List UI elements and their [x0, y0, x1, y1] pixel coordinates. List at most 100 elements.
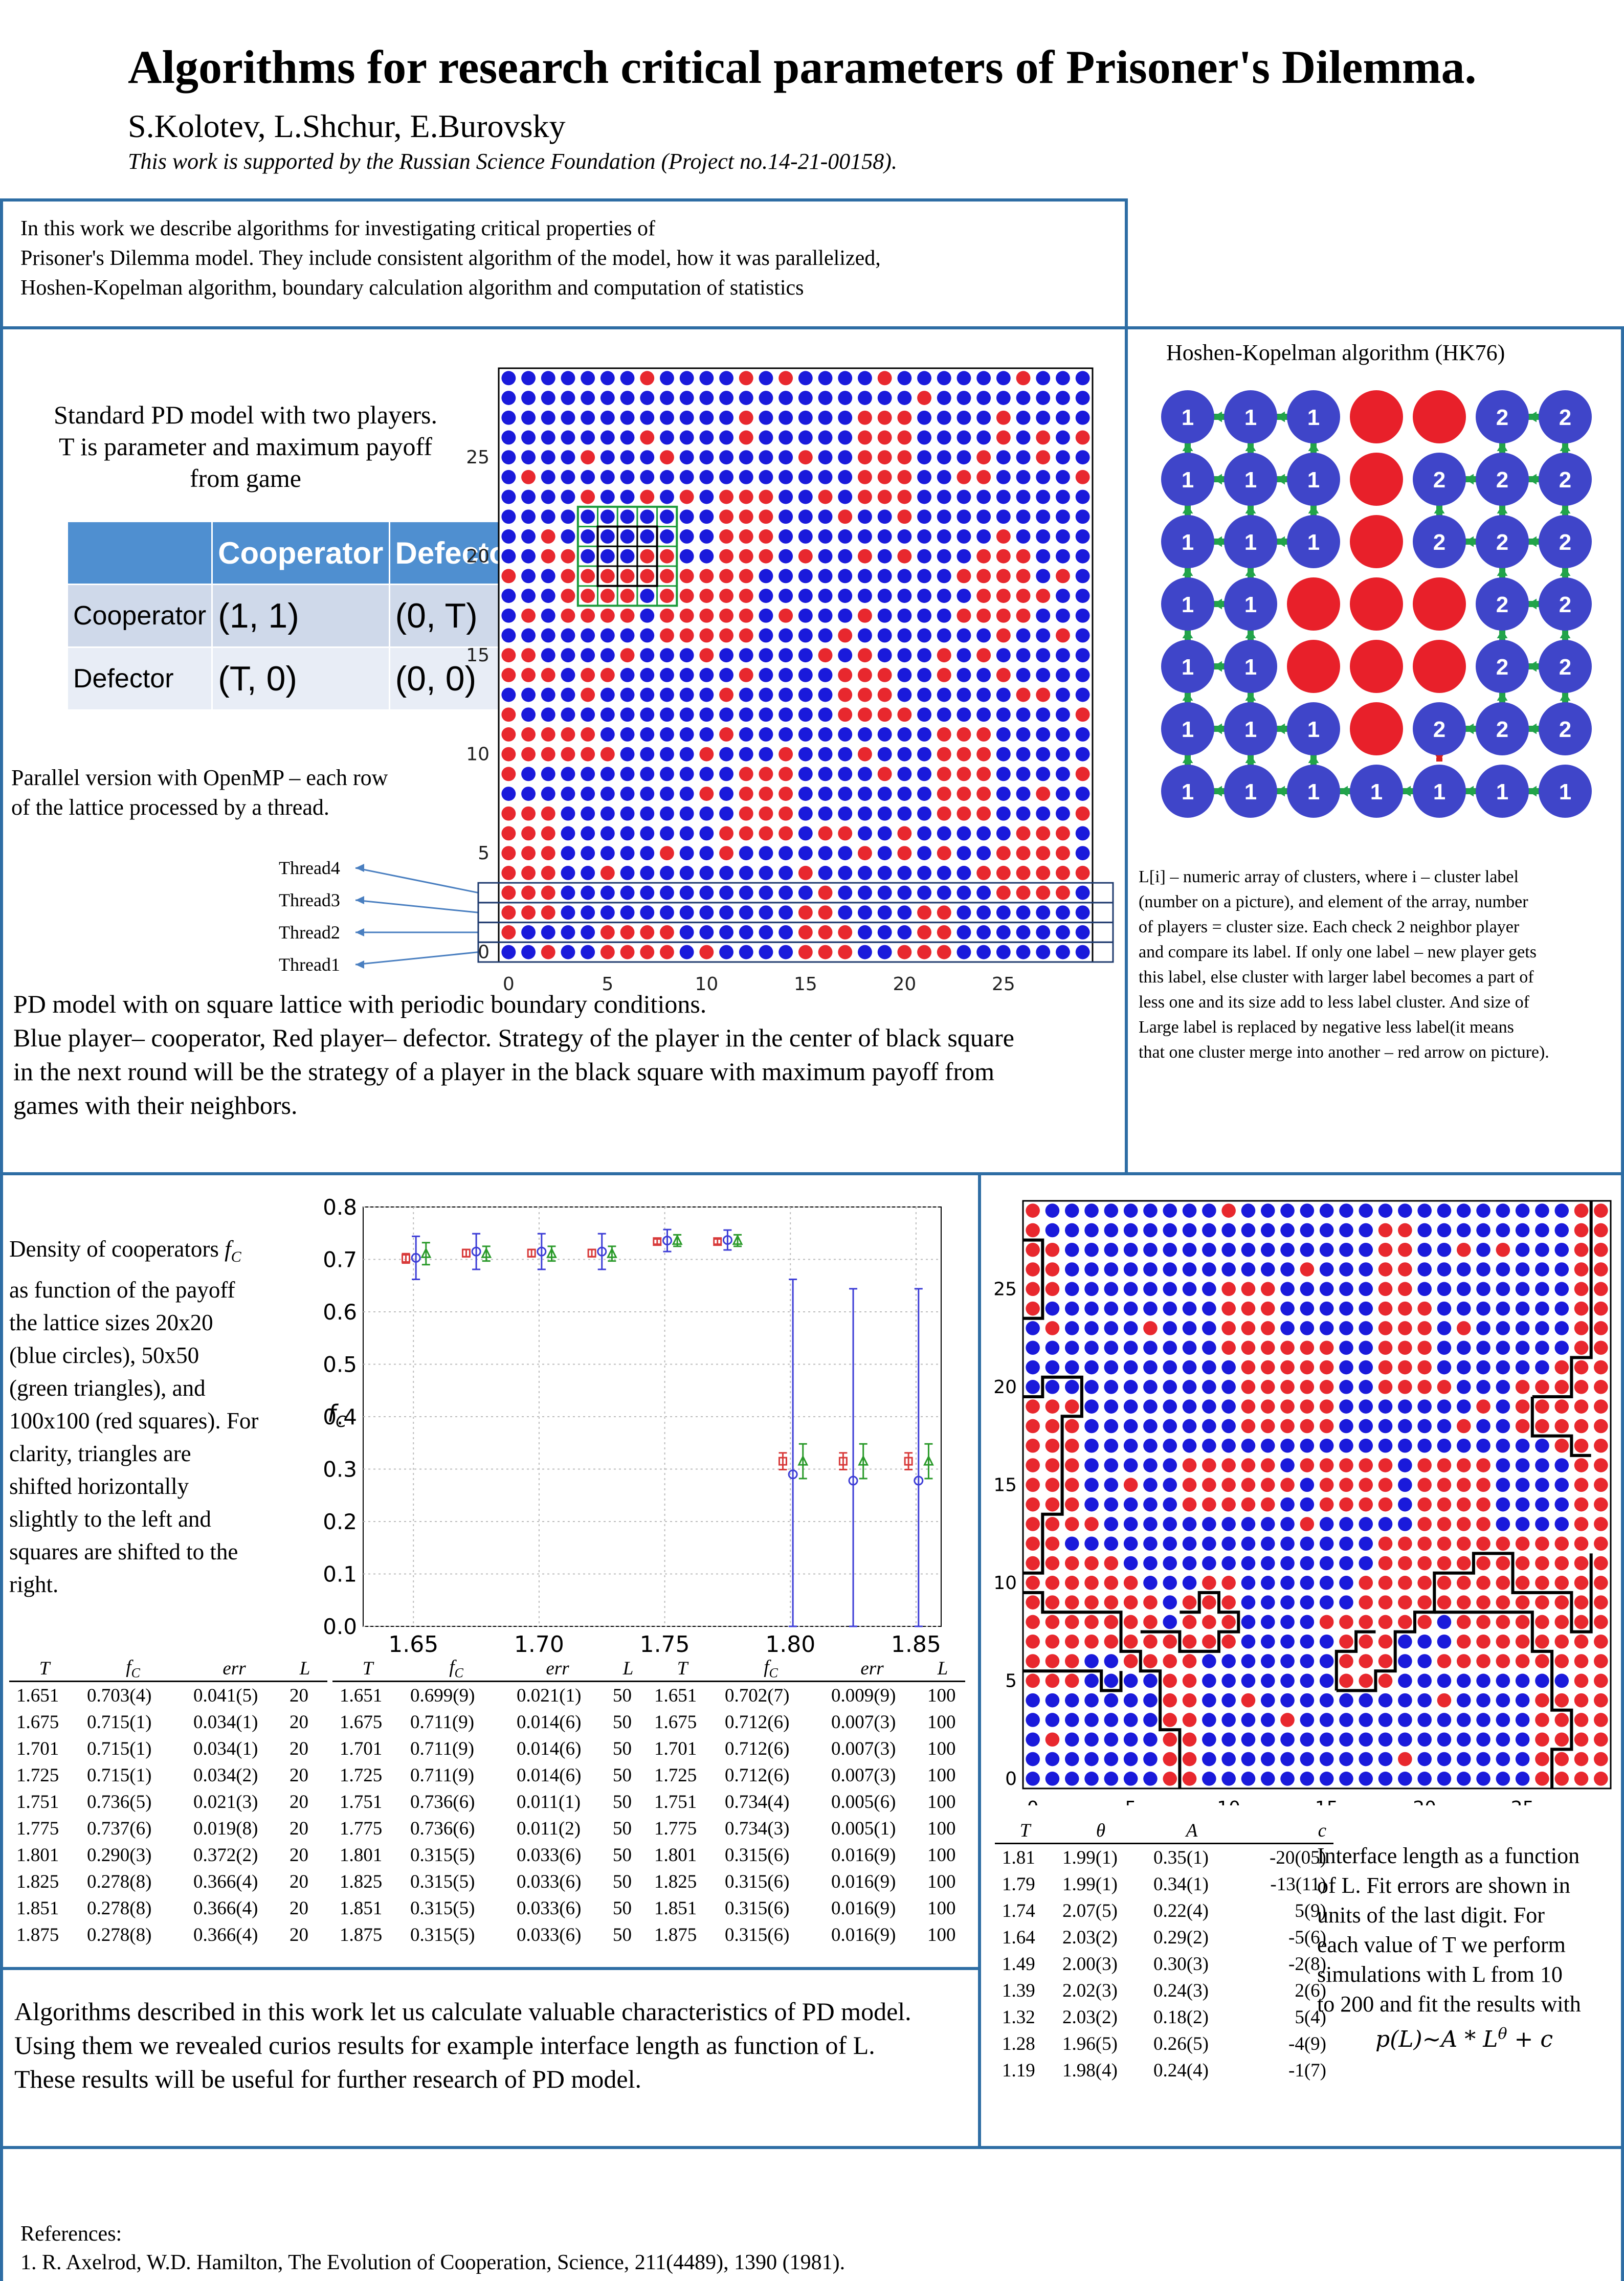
- lattice-player: [581, 371, 595, 386]
- interface-player: [1104, 1634, 1119, 1649]
- lattice-player: [640, 905, 655, 920]
- lattice-player: [917, 846, 931, 861]
- table-cell: 0.016(9): [831, 1871, 896, 1892]
- table-row: 1.875 0.315(5) 0.033(6) 50: [332, 1921, 651, 1948]
- thread-label: Thread2: [279, 922, 340, 943]
- interface-player: [1594, 1536, 1608, 1551]
- interface-player: [1123, 1203, 1138, 1218]
- lattice-player: [739, 905, 753, 920]
- lattice-player: [1016, 865, 1031, 880]
- interface-player: [1456, 1536, 1471, 1551]
- hk-cluster-player: [1224, 453, 1277, 506]
- interface-player: [1574, 1713, 1589, 1727]
- interface-player: [1260, 1615, 1275, 1629]
- interface-player: [1574, 1203, 1589, 1218]
- interface-player: [1104, 1282, 1119, 1296]
- interface-player: [1339, 1419, 1353, 1434]
- interface-player: [1378, 1517, 1393, 1531]
- lattice-player: [877, 727, 892, 742]
- interface-player: [1026, 1634, 1040, 1649]
- lattice-player: [956, 806, 971, 821]
- lattice-player: [561, 410, 575, 425]
- lattice-player: [679, 945, 694, 959]
- hk-cluster-label: 1: [1244, 592, 1257, 617]
- table-cell: 1.801: [16, 1844, 59, 1866]
- lattice-player: [660, 727, 674, 742]
- interface-player: [1417, 1301, 1432, 1316]
- lattice-player: [858, 450, 872, 465]
- interface-player: [1535, 1478, 1549, 1492]
- interface-player: [1064, 1752, 1079, 1766]
- hk-line-8: that one cluster merge into another – re…: [1139, 1043, 1549, 1062]
- lattice-player: [699, 806, 714, 821]
- interface-player: [1378, 1282, 1393, 1296]
- lattice-player: [541, 529, 555, 544]
- lattice-player: [838, 905, 853, 920]
- hk-defector: [1413, 390, 1466, 443]
- hk-defector: [1350, 390, 1403, 443]
- interface-player: [1515, 1399, 1530, 1414]
- interface-player: [1300, 1360, 1315, 1375]
- lattice-player: [778, 885, 793, 900]
- interface-player: [1496, 1772, 1510, 1786]
- lattice-player: [1075, 628, 1090, 643]
- lattice-player: [858, 410, 872, 425]
- interface-player: [1280, 1438, 1295, 1453]
- lattice-player: [956, 450, 971, 465]
- interface-player: [1221, 1380, 1236, 1394]
- lattice-player: [640, 648, 655, 663]
- table-cell: 0.315(6): [725, 1871, 790, 1892]
- interface-player: [1280, 1595, 1295, 1609]
- lattice-player: [937, 529, 951, 544]
- lattice-player: [818, 826, 833, 841]
- lattice-player: [699, 905, 714, 920]
- table-row: 1.701 0.715(1) 0.034(1) 20: [9, 1735, 327, 1762]
- interface-player: [1064, 1458, 1079, 1472]
- lattice-player: [897, 865, 912, 880]
- lattice-player: [620, 925, 635, 940]
- lattice-player: [1075, 806, 1090, 821]
- lattice-player: [778, 569, 793, 584]
- interface-player: [1280, 1634, 1295, 1649]
- interface-player: [1417, 1693, 1432, 1708]
- lattice-player: [956, 707, 971, 722]
- interface-player: [1437, 1556, 1452, 1571]
- lattice-player: [660, 925, 674, 940]
- interface-player: [1026, 1497, 1040, 1512]
- lattice-player: [937, 569, 951, 584]
- table-cell: 0.715(1): [87, 1764, 152, 1786]
- interface-player: [1084, 1615, 1099, 1629]
- interface-player: [1339, 1497, 1353, 1512]
- interface-player: [1535, 1654, 1549, 1668]
- interface-player: [1496, 1556, 1510, 1571]
- interface-player: [1398, 1673, 1412, 1688]
- lattice-player: [501, 569, 516, 584]
- interface-player: [1202, 1732, 1216, 1747]
- lattice-player: [937, 648, 951, 663]
- lattice-player: [897, 767, 912, 781]
- lattice-player: [778, 648, 793, 663]
- interface-player: [1456, 1576, 1471, 1590]
- interface-player: [1515, 1223, 1530, 1238]
- lattice-player: [561, 549, 575, 564]
- interface-player: [1026, 1713, 1040, 1727]
- lattice-player: [937, 489, 951, 504]
- interface-player: [1417, 1242, 1432, 1257]
- lattice-player: [818, 687, 833, 702]
- lattice-player: [699, 469, 714, 484]
- lattice-player: [640, 707, 655, 722]
- interface-player: [1417, 1399, 1432, 1414]
- interface-player: [1339, 1438, 1353, 1453]
- table-cell: 0.011(1): [517, 1791, 581, 1813]
- lattice-player: [521, 549, 536, 564]
- interface-player: [1123, 1595, 1138, 1609]
- table-cell: 0.005(6): [831, 1791, 896, 1813]
- lattice-player: [541, 885, 555, 900]
- parallel-text: Parallel version with OpenMP – each row …: [11, 763, 388, 822]
- interface-player: [1319, 1576, 1334, 1590]
- lattice-player: [917, 787, 931, 801]
- lattice-y-tick: 25: [466, 447, 490, 468]
- lattice-player: [541, 945, 555, 959]
- lattice-player: [561, 371, 575, 386]
- interface-player: [1182, 1262, 1197, 1277]
